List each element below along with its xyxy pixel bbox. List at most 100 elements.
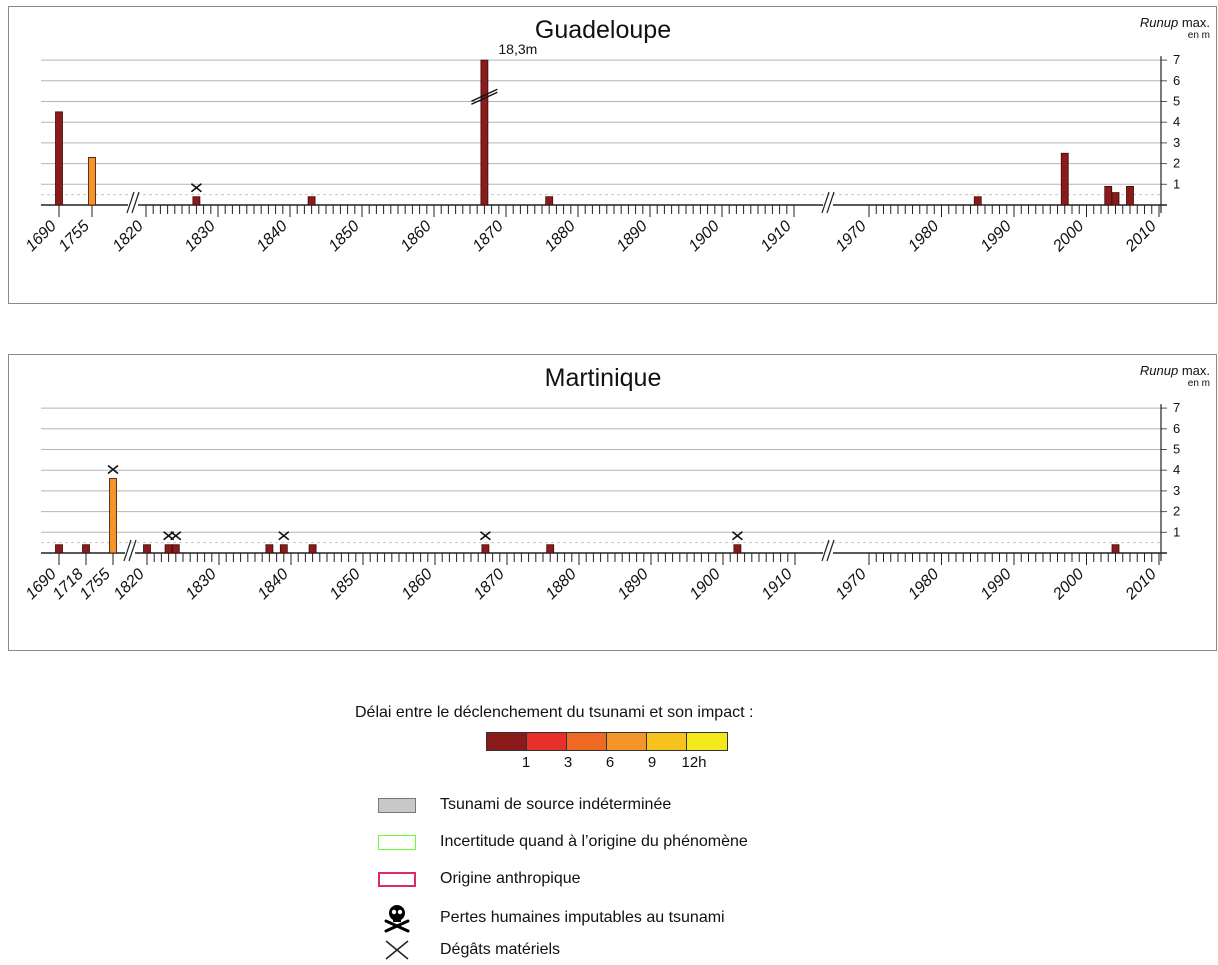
bar	[55, 544, 63, 554]
bar	[143, 544, 151, 554]
bar	[88, 156, 96, 206]
y-tick-label: 2	[1173, 504, 1180, 519]
bar	[1111, 544, 1120, 554]
legend-item-label: Pertes humaines imputables au tsunami	[440, 909, 725, 926]
bar	[55, 111, 63, 206]
x-tick-label: 1690	[23, 566, 60, 603]
x-tick-label: 1980	[905, 218, 942, 255]
x-tick-label: 2010	[1122, 218, 1160, 256]
x-tick-label: 1755	[77, 566, 114, 603]
bar	[192, 196, 201, 206]
scale-label: 12h	[681, 754, 707, 771]
data-label: 18,3m	[498, 41, 537, 57]
bar	[546, 544, 555, 554]
x-tick-label: 1990	[978, 566, 1015, 603]
x-tick-label: 1860	[398, 218, 435, 255]
legend-item-label: Tsunami de source indéterminée	[440, 796, 672, 813]
bar	[481, 544, 490, 554]
bar-break-mark	[471, 88, 498, 102]
legend-item-label: Origine anthropique	[440, 870, 581, 887]
bar	[733, 544, 742, 554]
x-tick-label: 1880	[543, 566, 580, 603]
x-tick-label: 1690	[23, 218, 60, 255]
damage-cross-icon	[190, 183, 202, 193]
axis-break-gap	[823, 549, 833, 557]
martinique-chart-panel: Martinique Runup max. en m 1 2 3 4 5 6 7 1690 17…	[8, 354, 1217, 651]
scale-swatch	[687, 733, 727, 750]
scale-swatch	[607, 733, 647, 750]
y-axis-label-rest: max.	[1178, 363, 1210, 378]
bar	[308, 544, 317, 554]
bar	[545, 196, 554, 206]
y-axis-label-italic: Runup	[1139, 363, 1179, 378]
bar	[82, 544, 90, 554]
y-tick-label: 1	[1173, 176, 1180, 191]
y-tick-label: 4	[1173, 114, 1180, 129]
bar	[279, 544, 288, 554]
bar	[1126, 185, 1134, 206]
damage-cross-icon	[731, 531, 743, 541]
axis-break-gap	[125, 549, 135, 557]
bar	[164, 544, 173, 554]
y-tick-label: 6	[1173, 421, 1180, 436]
legend-item-human-losses: Pertes humaines imputables au tsunami	[376, 903, 725, 933]
chart-title: Martinique	[544, 364, 662, 392]
axis-break-slash	[821, 539, 830, 562]
x-tick-label: 1890	[614, 218, 651, 255]
scale-label: 3	[563, 754, 573, 771]
x-tick-label: 1830	[183, 566, 220, 603]
x-tick-label: 1840	[255, 566, 292, 603]
x-tick-label: 1860	[399, 566, 436, 603]
x-tick-label: 1890	[615, 566, 652, 603]
chart-title: Guadeloupe	[534, 16, 672, 44]
axis-break-gap	[128, 201, 138, 209]
y-tick-label: 3	[1173, 135, 1180, 150]
bar	[1060, 152, 1069, 206]
cross-icon	[385, 940, 409, 960]
legend-item-material-damage: Dégâts matériels	[376, 939, 560, 961]
x-tick-label: 1820	[110, 218, 147, 255]
x-tick-label: 1910	[758, 218, 795, 255]
x-tick-label: 1910	[759, 566, 796, 603]
x-tick-label: 1970	[833, 218, 870, 255]
pink-outline-swatch	[378, 871, 416, 887]
axis-break-slash	[131, 191, 140, 214]
scale-label: 6	[605, 754, 615, 771]
scale-swatch	[647, 733, 687, 750]
x-tick-label: 1755	[56, 218, 93, 255]
axis-break-slash	[123, 539, 132, 562]
y-axis-label-rest: max.	[1178, 15, 1210, 30]
axis-break-gap	[823, 201, 833, 209]
bar	[973, 196, 982, 206]
bar-break-mark	[471, 91, 498, 105]
legend-item-undetermined-source: Tsunami de source indéterminée	[376, 796, 671, 814]
x-tick-label: 1830	[182, 218, 219, 255]
axis-break-slash	[126, 191, 135, 214]
x-tick-label: 1870	[471, 566, 508, 603]
x-tick-label: 1900	[687, 566, 724, 603]
y-tick-label: 3	[1173, 483, 1180, 498]
y-axis-label-italic: Runup	[1139, 15, 1179, 30]
x-tick-label: 1870	[470, 218, 507, 255]
y-axis-label: Runup max. en m	[1140, 16, 1210, 42]
legend-item-uncertain-origin: Incertitude quand à l’origine du phénomè…	[376, 833, 748, 851]
x-tick-label: 2000	[1049, 218, 1087, 256]
legend-title: Délai entre le déclenchement du tsunami …	[355, 704, 754, 721]
green-outline-swatch	[378, 834, 416, 850]
grey-box-swatch	[378, 797, 416, 813]
y-tick-label: 5	[1173, 442, 1180, 457]
bar	[1104, 185, 1113, 206]
axis-break-slash	[821, 191, 830, 214]
y-axis-unit: en m	[1187, 30, 1210, 41]
y-tick-label: 5	[1173, 94, 1180, 109]
delay-scale-labels: 1 3 6 9 12h	[486, 754, 746, 774]
x-tick-label: 1850	[326, 218, 363, 255]
x-tick-label: 1820	[111, 566, 148, 603]
bar	[171, 544, 180, 554]
bar	[265, 544, 274, 554]
scale-label: 1	[521, 754, 531, 771]
x-tick-label: 1850	[327, 566, 364, 603]
guadeloupe-chart-panel: Guadeloupe Runup max. en m 1 2 3 4 5 6 7 1690 17…	[8, 6, 1217, 304]
